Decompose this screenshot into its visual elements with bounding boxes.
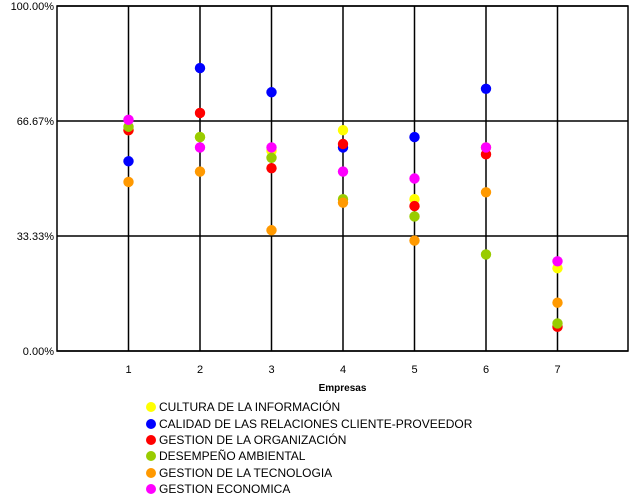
x-tick-label: 6 <box>483 364 489 376</box>
data-point <box>266 142 277 153</box>
y-tick-label: 100.00% <box>11 1 55 13</box>
data-point <box>266 152 277 163</box>
legend-label: CALIDAD DE LAS RELACIONES CLIENTE-PROVEE… <box>159 416 473 431</box>
plot-area-border <box>56 5 629 352</box>
data-point <box>409 211 420 222</box>
x-tick-label: 2 <box>197 364 203 376</box>
legend-marker <box>146 467 156 478</box>
legend-item: DESEMPEÑO AMBIENTAL <box>146 448 472 464</box>
data-point <box>266 87 277 98</box>
legend-marker <box>146 484 156 495</box>
data-point <box>123 114 134 126</box>
data-points <box>123 62 563 333</box>
data-point <box>480 142 492 153</box>
legend-label: GESTION DE LA TECNOLOGIA <box>159 465 333 480</box>
legend-label: GESTION DE LA ORGANIZACIÓN <box>159 432 347 447</box>
x-tick-label: 5 <box>411 364 417 376</box>
x-tick-label: 1 <box>125 364 131 376</box>
data-point <box>552 318 563 329</box>
data-point <box>409 235 420 246</box>
data-point <box>194 62 206 74</box>
legend-label: GESTION ECONOMICA <box>159 482 291 497</box>
legend-label: DESEMPEÑO AMBIENTAL <box>159 449 306 464</box>
data-point <box>194 142 206 153</box>
legend-item: GESTION DE LA ORGANIZACIÓN <box>146 432 472 448</box>
data-point <box>194 107 206 119</box>
x-tick-label: 7 <box>554 364 560 376</box>
data-point <box>337 197 349 208</box>
y-tick-label: 33.33% <box>17 231 55 243</box>
data-point <box>552 256 563 267</box>
legend-item: CULTURA DE LA INFORMACIÓN <box>146 399 472 415</box>
legend-item: CALIDAD DE LAS RELACIONES CLIENTE-PROVEE… <box>146 415 472 431</box>
data-point <box>266 162 277 174</box>
data-point <box>552 297 563 308</box>
data-point <box>409 200 420 212</box>
x-tick-label: 3 <box>268 364 274 376</box>
y-tick-label: 66.67% <box>17 116 55 128</box>
data-point <box>337 125 349 136</box>
data-point <box>409 131 420 143</box>
data-point <box>409 173 420 184</box>
legend-marker <box>146 434 156 445</box>
x-axis-tick-labels: 1 2 3 4 5 6 7 <box>125 364 560 376</box>
grid-lines <box>57 5 628 352</box>
legend: CULTURA DE LA INFORMACIÓN CALIDAD DE LAS … <box>146 399 472 497</box>
legend-item: GESTION ECONOMICA <box>146 481 472 497</box>
data-point <box>123 176 134 188</box>
data-point <box>337 138 349 150</box>
data-point <box>266 225 277 236</box>
legend-marker <box>146 451 156 462</box>
legend-marker <box>146 402 156 413</box>
data-point <box>337 166 349 177</box>
legend-marker <box>146 418 156 429</box>
data-point <box>194 166 206 177</box>
data-point <box>480 83 492 95</box>
data-point <box>480 187 492 198</box>
y-axis-tick-labels: 0.00% 33.33% 66.67% 100.00% <box>11 1 55 358</box>
legend-label: CULTURA DE LA INFORMACIÓN <box>159 400 341 415</box>
data-point <box>123 156 134 167</box>
x-tick-label: 4 <box>340 364 346 376</box>
legend-item: GESTION DE LA TECNOLOGIA <box>146 465 472 481</box>
x-axis-label: Empresas <box>319 383 367 394</box>
data-point <box>194 131 206 143</box>
y-tick-label: 0.00% <box>23 346 54 358</box>
data-point <box>480 249 492 260</box>
